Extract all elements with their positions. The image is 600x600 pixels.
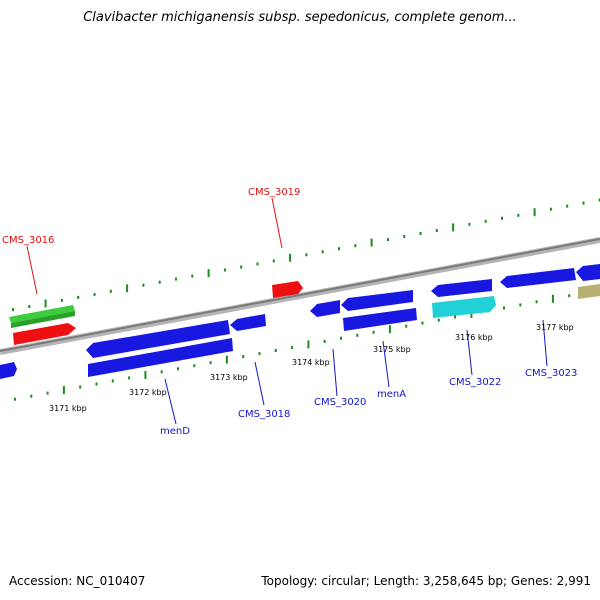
- gene-features: [0, 264, 600, 379]
- kbp-label: 3173 kbp: [210, 373, 248, 382]
- kbp-label: 3171 kbp: [49, 404, 87, 413]
- callout-lines: [26, 197, 548, 425]
- gene-blue-menD-b[interactable]: [88, 338, 233, 377]
- kbp-label: 3176 kbp: [455, 333, 493, 342]
- genome-summary-text: Topology: circular; Length: 3,258,645 bp…: [261, 574, 591, 588]
- map-title: Clavibacter michiganensis subsp. sepedon…: [83, 10, 517, 25]
- scale-labels: 3171 kbp 3172 kbp 3173 kbp 3174 kbp 3175…: [49, 323, 574, 413]
- gene-green[interactable]: [9, 305, 75, 323]
- gene-blue-menD-a[interactable]: [86, 320, 230, 358]
- gene-label-mend[interactable]: menD: [160, 426, 190, 437]
- gene-red-upper[interactable]: [272, 281, 303, 298]
- accession-text: Accession: NC_010407: [9, 574, 146, 588]
- gene-red-lower[interactable]: [13, 323, 76, 345]
- kbp-label: 3174 kbp: [292, 358, 330, 367]
- gene-blue-menA[interactable]: [343, 308, 417, 331]
- gene-olive[interactable]: [578, 284, 600, 299]
- backbone: [0, 237, 600, 355]
- gene-label-cms3016[interactable]: CMS_3016: [2, 235, 54, 246]
- kbp-label: 3177 kbp: [536, 323, 574, 332]
- gene-labels: CMS_3016 CMS_3019 menD CMS_3018 CMS_3020…: [2, 187, 577, 437]
- gene-label-cms3022[interactable]: CMS_3022: [449, 377, 501, 388]
- gene-blue-1[interactable]: [0, 362, 17, 379]
- gene-blue-3022[interactable]: [431, 279, 492, 297]
- gene-green-face: [11, 311, 75, 328]
- gene-label-mena[interactable]: menA: [377, 389, 406, 400]
- kbp-label: 3172 kbp: [129, 388, 167, 397]
- gene-label-cms3018[interactable]: CMS_3018: [238, 409, 290, 420]
- gene-blue-edge[interactable]: [576, 264, 600, 281]
- gene-label-cms3023[interactable]: CMS_3023: [525, 368, 577, 379]
- gene-label-cms3020[interactable]: CMS_3020: [314, 397, 366, 408]
- lower-scale-track: [14, 291, 587, 401]
- gene-blue-3023[interactable]: [500, 268, 576, 288]
- gene-blue-3018[interactable]: [230, 314, 266, 331]
- kbp-label: 3175 kbp: [373, 345, 411, 354]
- gene-cyan-3022[interactable]: [432, 296, 496, 318]
- gene-label-cms3019[interactable]: CMS_3019: [248, 187, 300, 198]
- gene-blue-3020-b[interactable]: [341, 290, 413, 311]
- gene-blue-3020-a[interactable]: [310, 300, 340, 317]
